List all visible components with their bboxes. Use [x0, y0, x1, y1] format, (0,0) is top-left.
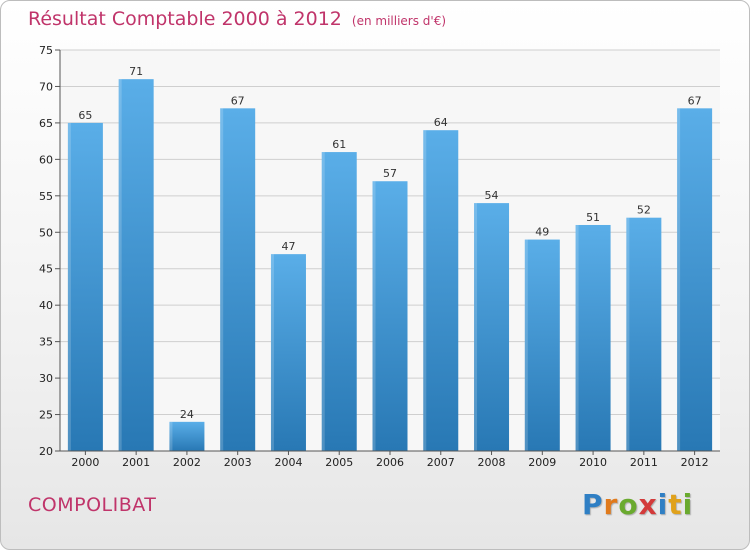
x-tick-label-2012: 2012 [681, 456, 709, 469]
bar-highlight [524, 239, 528, 451]
y-tick-label: 20 [39, 445, 53, 458]
x-tick-label-2010: 2010 [579, 456, 607, 469]
bar-2003 [220, 108, 256, 451]
bar-highlight [575, 224, 579, 451]
value-label-2003: 67 [231, 94, 245, 107]
bar-highlight [67, 122, 71, 451]
y-tick-label: 60 [39, 153, 53, 166]
value-label-2008: 54 [485, 189, 499, 202]
bar-2004 [270, 254, 306, 451]
value-label-2002: 24 [180, 408, 194, 421]
y-tick-label: 65 [39, 117, 53, 130]
value-label-2012: 67 [688, 94, 702, 107]
bar-highlight [474, 203, 478, 451]
x-tick-label-2004: 2004 [274, 456, 302, 469]
x-tick-label-2002: 2002 [173, 456, 201, 469]
bar-highlight [118, 79, 122, 451]
x-tick-label-2007: 2007 [427, 456, 455, 469]
y-tick-label: 40 [39, 299, 53, 312]
x-tick-label-2001: 2001 [122, 456, 150, 469]
y-tick-label: 75 [39, 44, 53, 57]
value-label-2011: 52 [637, 204, 651, 217]
bar-highlight [626, 217, 630, 451]
bar-highlight [220, 108, 224, 451]
title-text: Résultat Comptable 2000 à 2012 [28, 8, 342, 30]
x-tick-label-2000: 2000 [71, 456, 99, 469]
bar-2011 [626, 217, 662, 451]
bar-2007 [423, 130, 459, 451]
value-label-2005: 61 [332, 138, 346, 151]
commune-name: COMPOLIBAT [28, 494, 157, 516]
bar-2008 [474, 203, 510, 451]
y-tick-label: 70 [39, 80, 53, 93]
value-label-2006: 57 [383, 167, 397, 180]
y-tick-label: 25 [39, 409, 53, 422]
value-label-2001: 71 [129, 65, 143, 78]
bar-2006 [372, 181, 408, 451]
value-label-2004: 47 [281, 240, 295, 253]
bar-2000 [67, 122, 103, 451]
value-label-2009: 49 [535, 226, 549, 239]
y-tick-label: 30 [39, 372, 53, 385]
x-tick-label-2009: 2009 [528, 456, 556, 469]
chart-title: Résultat Comptable 2000 à 2012 (en millie… [28, 8, 446, 30]
y-tick-label: 50 [39, 226, 53, 239]
bar-2010 [575, 224, 611, 451]
x-tick-label-2003: 2003 [224, 456, 252, 469]
bar-2001 [118, 79, 154, 451]
bar-highlight [270, 254, 274, 451]
bar-2009 [524, 239, 560, 451]
y-tick-label: 55 [39, 190, 53, 203]
bar-highlight [423, 130, 427, 451]
title-unit: (en milliers d'€) [351, 14, 447, 28]
y-tick-label: 45 [39, 263, 53, 276]
value-label-2010: 51 [586, 211, 600, 224]
value-label-2007: 64 [434, 116, 448, 129]
x-tick-label-2011: 2011 [630, 456, 658, 469]
bar-highlight [677, 108, 681, 451]
x-tick-label-2005: 2005 [325, 456, 353, 469]
bar-highlight [372, 181, 376, 451]
bar-highlight [321, 152, 325, 451]
bar-highlight [169, 421, 173, 451]
bar-2005 [321, 152, 357, 451]
bar-2012 [677, 108, 713, 451]
x-tick-label-2006: 2006 [376, 456, 404, 469]
y-tick-label: 35 [39, 336, 53, 349]
proxiti-logo: Proxiti [582, 488, 694, 521]
x-tick-label-2008: 2008 [478, 456, 506, 469]
bar-2002 [169, 421, 205, 451]
value-label-2000: 65 [78, 109, 92, 122]
